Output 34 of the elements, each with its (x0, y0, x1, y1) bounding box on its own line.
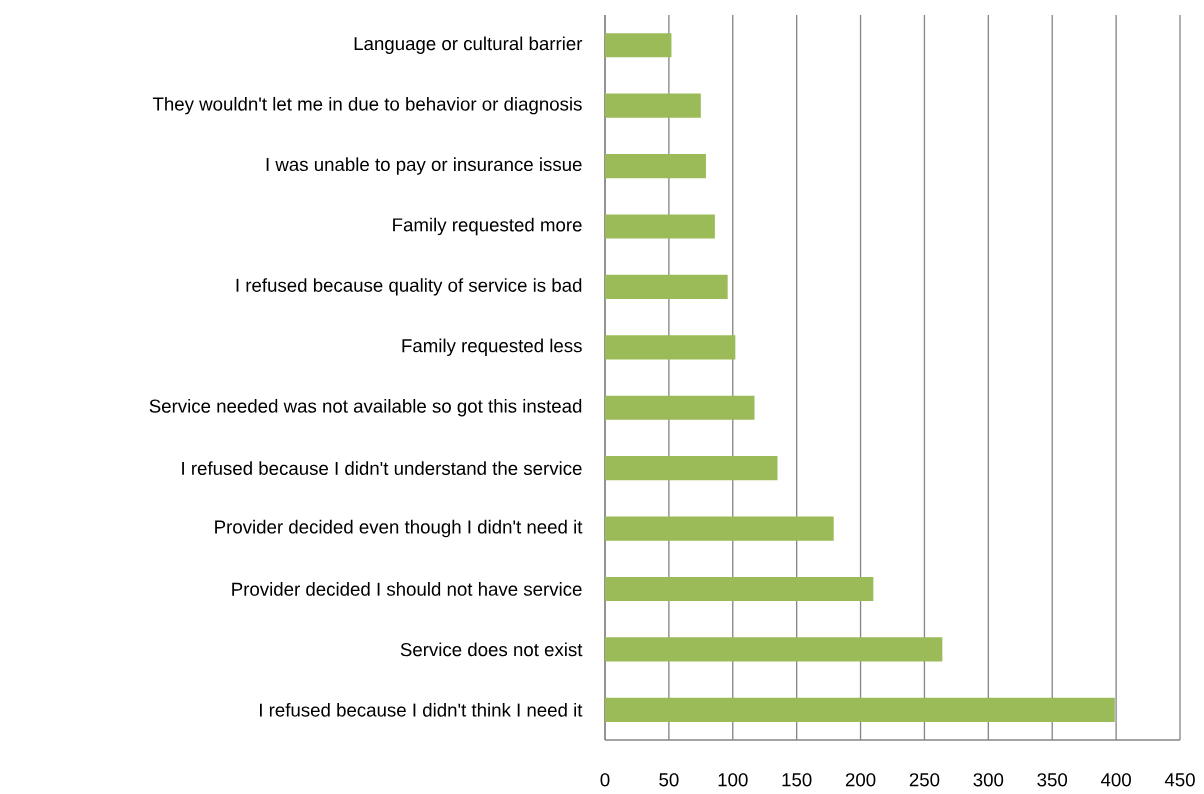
x-tick-label: 350 (1037, 773, 1068, 787)
y-tick-label: I refused because quality of service is bad (236, 278, 582, 296)
y-tick-label: Language or cultural barrier (354, 36, 583, 54)
x-tick-label: 50 (659, 773, 679, 787)
x-tick-label: 100 (718, 773, 748, 787)
y-tick-label: Service needed was not available so got this instead (149, 399, 582, 417)
bar (605, 274, 728, 299)
bar (605, 214, 715, 239)
bar (605, 516, 834, 541)
bar (605, 395, 755, 420)
y-tick-label: They wouldn't let me in due to behavior or diagnosis (152, 96, 582, 115)
x-tick-label: 0 (600, 773, 610, 787)
bar (605, 33, 672, 58)
y-tick-label: Family requested more (393, 217, 582, 236)
bar (605, 576, 874, 602)
y-tick-label: Service does not exist (400, 642, 583, 657)
x-tick-label: 400 (1100, 773, 1131, 787)
bar (605, 335, 736, 360)
bar (605, 153, 706, 179)
y-tick-label: I refused because I didn't understand the service (182, 461, 582, 475)
x-tick-label: 300 (973, 773, 1004, 787)
y-tick-label: I refused because I didn't think I need it (260, 702, 583, 717)
bar (605, 93, 701, 118)
x-tick-label: 250 (909, 773, 940, 787)
bar (605, 456, 778, 481)
x-tick-label: 450 (1164, 773, 1195, 787)
x-tick-label: 200 (845, 773, 876, 787)
y-tick-label: Family requested less (402, 338, 582, 356)
y-tick-label: I was unable to pay or insurance issue (266, 157, 582, 175)
bar (605, 637, 943, 662)
y-tick-label: Provider decided I should not have service (232, 582, 582, 596)
bar (605, 697, 1115, 722)
y-tick-label: Provider decided even though I didn't need it (215, 519, 583, 538)
x-tick-label: 150 (782, 773, 812, 787)
